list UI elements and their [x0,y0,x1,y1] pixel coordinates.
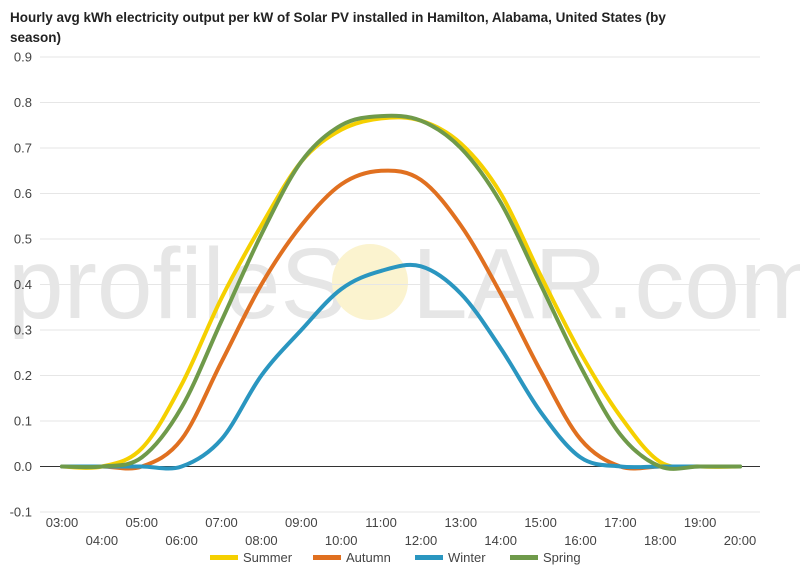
y-tick-label: 0.5 [14,232,32,247]
x-tick-label: 20:00 [724,533,757,548]
x-tick-label: 07:00 [205,515,238,530]
x-tick-label: 19:00 [684,515,717,530]
legend-label-spring: Spring [543,550,581,565]
x-tick-label: 03:00 [46,515,79,530]
chart-title-line-1: Hourly avg kWh electricity output per kW… [10,10,666,25]
series-line-winter [60,262,742,471]
series-line-spring [60,113,742,471]
x-tick-label: 12:00 [405,533,438,548]
y-tick-label: 0.1 [14,414,32,429]
legend-swatch-autumn [313,555,341,560]
y-tick-label: 0.2 [14,368,32,383]
x-tick-label: 05:00 [125,515,158,530]
x-tick-label: 10:00 [325,533,358,548]
legend-swatch-summer [210,555,238,560]
x-tick-label: 15:00 [524,515,557,530]
legend: Summer Autumn Winter Spring [210,550,581,565]
y-tick-label: 0.6 [14,186,32,201]
legend-swatch-winter [415,555,443,560]
watermark-sun-icon [332,244,408,320]
x-axis: 03:00 05:00 07:00 09:00 11:00 13:00 15:00 17:00… [46,515,757,548]
x-tick-label: 06:00 [165,533,198,548]
x-tick-label: 17:00 [604,515,637,530]
x-tick-label: 11:00 [365,515,397,530]
legend-label-winter: Winter [448,550,486,565]
y-tick-label: -0.1 [10,505,32,520]
y-tick-label: 0.3 [14,323,32,338]
y-tick-label: 0.0 [14,459,32,474]
x-tick-label: 14:00 [484,533,517,548]
x-tick-label: 09:00 [285,515,318,530]
x-tick-label: 13:00 [445,515,478,530]
x-tick-label: 18:00 [644,533,677,548]
y-tick-label: 0.8 [14,95,32,110]
y-axis: 0.9 0.8 0.7 0.6 0.5 0.4 0.3 0.2 0.1 0.0 -0.1 [10,50,32,520]
x-tick-label: 04:00 [86,533,119,548]
legend-label-autumn: Autumn [346,550,391,565]
legend-swatch-spring [510,555,538,560]
legend-label-summer: Summer [243,550,293,565]
chart-title-line-2: season) [10,30,61,45]
y-tick-label: 0.4 [14,277,32,292]
x-tick-label: 16:00 [564,533,597,548]
y-tick-label: 0.9 [14,50,32,65]
series-lines [60,113,742,471]
x-tick-label: 08:00 [245,533,278,548]
y-tick-label: 0.7 [14,141,32,156]
